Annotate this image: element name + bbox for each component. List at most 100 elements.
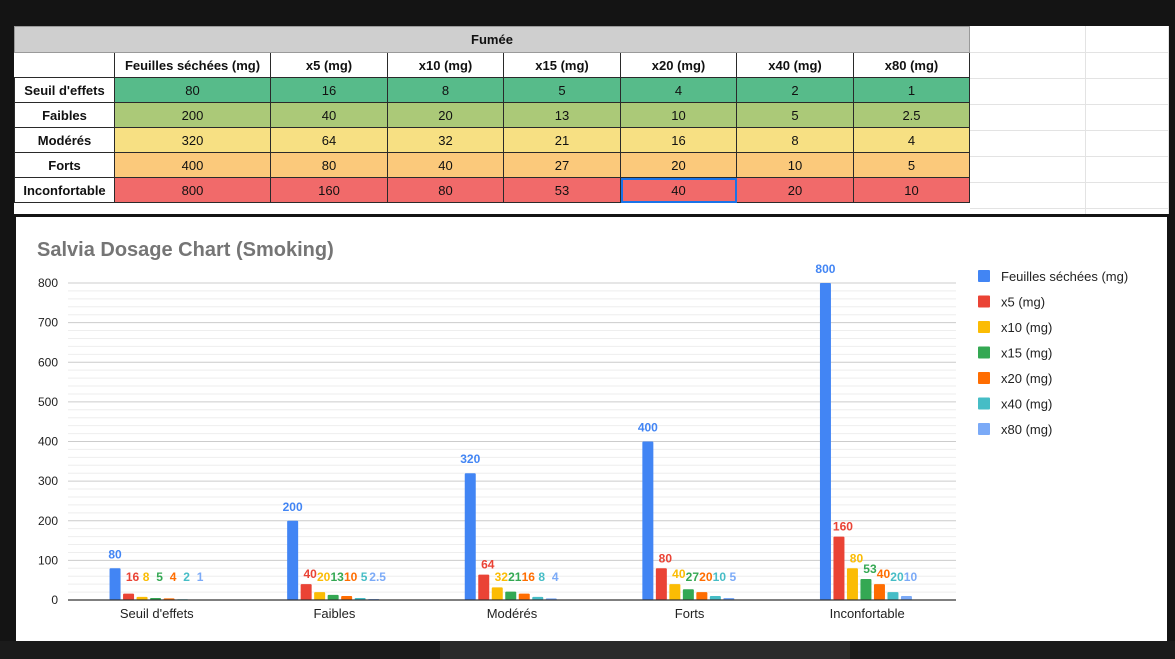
data-label: 5 <box>730 570 737 584</box>
table-cell[interactable]: 10 <box>853 177 970 203</box>
table-cell[interactable]: 20 <box>620 152 737 178</box>
table-cell[interactable]: 8 <box>736 127 854 153</box>
y-tick-label: 0 <box>51 593 58 607</box>
corner-cell[interactable] <box>14 52 115 78</box>
table-cell[interactable]: 32 <box>387 127 504 153</box>
col-header[interactable]: x10 (mg) <box>387 52 504 78</box>
chart-grid <box>68 282 956 601</box>
table-cell[interactable]: 27 <box>503 152 621 178</box>
table-cell[interactable]: 1 <box>853 77 970 103</box>
col-header[interactable]: x20 (mg) <box>620 52 737 78</box>
legend-label: Feuilles séchées (mg) <box>1001 269 1128 284</box>
data-label: 8 <box>143 570 150 584</box>
table-cell[interactable]: 40 <box>387 152 504 178</box>
data-label: 320 <box>460 452 480 466</box>
table-cell[interactable]: 21 <box>503 127 621 153</box>
data-label: 4 <box>170 570 177 584</box>
y-tick-label: 500 <box>38 395 58 409</box>
table-cell[interactable]: 5 <box>736 102 854 128</box>
y-tick-label: 300 <box>38 474 58 488</box>
row-header[interactable]: Forts <box>14 152 115 178</box>
table-cell[interactable]: 64 <box>270 127 388 153</box>
chart-bars <box>109 283 912 601</box>
table-cell[interactable]: 20 <box>387 102 504 128</box>
table-cell[interactable]: 16 <box>270 77 388 103</box>
data-label: 10 <box>904 570 918 584</box>
table-cell[interactable]: 13 <box>503 102 621 128</box>
row-header[interactable]: Faibles <box>14 102 115 128</box>
table-cell[interactable]: 2.5 <box>853 102 970 128</box>
table-cell[interactable]: 400 <box>114 152 271 178</box>
col-header[interactable]: x40 (mg) <box>736 52 854 78</box>
table-cell[interactable]: 20 <box>736 177 854 203</box>
table-cell[interactable]: 160 <box>270 177 388 203</box>
x-tick-label: Inconfortable <box>830 606 905 621</box>
data-label: 20 <box>317 570 331 584</box>
table-title[interactable]: Fumée <box>14 26 970 53</box>
data-label: 27 <box>686 570 700 584</box>
table-cell[interactable]: 40 <box>270 102 388 128</box>
table-cell[interactable]: 53 <box>503 177 621 203</box>
legend-swatch <box>978 423 990 435</box>
table-cell[interactable]: 10 <box>620 102 737 128</box>
data-label: 32 <box>495 570 509 584</box>
y-tick-label: 400 <box>38 435 58 449</box>
table-cell[interactable]: 80 <box>387 177 504 203</box>
data-label: 20 <box>699 570 713 584</box>
table-cell[interactable]: 4 <box>620 77 737 103</box>
bar <box>709 596 721 600</box>
bar <box>860 578 872 600</box>
col-header[interactable]: Feuilles séchées (mg) <box>114 52 271 78</box>
table-cell[interactable]: 800 <box>114 177 271 203</box>
data-label: 400 <box>638 421 658 435</box>
table-row: Modérés 320 64 32 21 16 8 4 <box>14 127 970 153</box>
bar <box>505 591 517 600</box>
bottom-bar <box>0 641 1175 659</box>
data-label: 5 <box>156 570 163 584</box>
table-cell[interactable]: 200 <box>114 102 271 128</box>
col-header[interactable]: x80 (mg) <box>853 52 970 78</box>
table-cell[interactable]: 80 <box>270 152 388 178</box>
table-cell[interactable]: 16 <box>620 127 737 153</box>
data-label: 20 <box>890 570 904 584</box>
chart-card[interactable]: Salvia Dosage Chart (Smoking) 0 100 200 300… <box>16 217 1167 641</box>
table-cell[interactable]: 8 <box>387 77 504 103</box>
bar <box>478 574 490 600</box>
col-header[interactable]: x5 (mg) <box>270 52 388 78</box>
table-cell[interactable]: 320 <box>114 127 271 153</box>
bar <box>136 596 148 600</box>
table-cell[interactable]: 2 <box>736 77 854 103</box>
chart-title: Salvia Dosage Chart (Smoking) <box>37 239 334 261</box>
y-axis: 0 100 200 300 400 500 600 700 800 <box>38 276 58 607</box>
data-label: 80 <box>659 551 673 565</box>
y-tick-label: 100 <box>38 553 58 567</box>
bottom-tab[interactable] <box>440 641 850 659</box>
table-cell[interactable]: 5 <box>503 77 621 103</box>
data-label: 5 <box>361 570 368 584</box>
table-cell[interactable]: 10 <box>736 152 854 178</box>
selected-cell[interactable]: 40 <box>620 177 737 203</box>
data-label: 13 <box>330 570 344 584</box>
row-header[interactable]: Modérés <box>14 127 115 153</box>
legend-swatch <box>978 270 990 282</box>
table-row: Forts 400 80 40 27 20 10 5 <box>14 152 970 178</box>
legend-swatch <box>978 321 990 333</box>
table-row: Seuil d'effets 80 16 8 5 4 2 1 <box>14 77 970 103</box>
dosage-chart: Salvia Dosage Chart (Smoking) 0 100 200 300… <box>37 239 1128 621</box>
x-tick-label: Modérés <box>487 606 538 621</box>
legend-swatch <box>978 397 990 410</box>
table-cell[interactable]: 4 <box>853 127 970 153</box>
col-header[interactable]: x15 (mg) <box>503 52 621 78</box>
table-cell[interactable]: 80 <box>114 77 271 103</box>
row-header[interactable]: Seuil d'effets <box>14 77 115 103</box>
table-cell[interactable]: 5 <box>853 152 970 178</box>
y-tick-label: 600 <box>38 355 58 369</box>
y-tick-label: 200 <box>38 514 58 528</box>
data-label: 16 <box>126 570 140 584</box>
row-header[interactable]: Inconfortable <box>14 177 115 203</box>
data-label: 800 <box>815 262 835 276</box>
data-label: 2.5 <box>369 570 386 584</box>
bar <box>655 568 667 600</box>
data-label: 4 <box>552 570 559 584</box>
